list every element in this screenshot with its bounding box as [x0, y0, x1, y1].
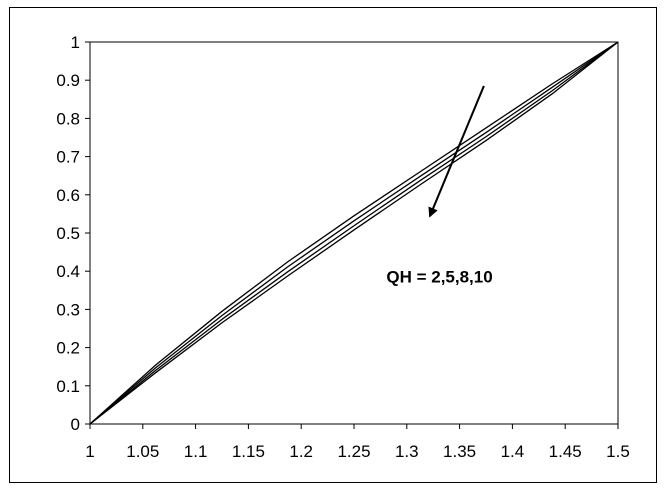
annotation-arrow — [428, 85, 485, 218]
y-tick-label: 0.2 — [56, 339, 80, 358]
x-tick-label: 1.3 — [395, 442, 419, 461]
y-tick-label: 0.3 — [56, 300, 80, 319]
series-line-2 — [89, 41, 619, 425]
x-tick-label: 1.25 — [337, 442, 370, 461]
series-group — [89, 41, 619, 425]
y-tick-label: 0.4 — [56, 262, 80, 281]
x-axis: 1 1.05 1.1 1.15 1.2 1.25 1.3 1.35 1.4 1.45 1.5 — [85, 424, 630, 461]
x-tick-label: 1.5 — [606, 442, 630, 461]
x-tick-label: 1.4 — [501, 442, 525, 461]
x-tick-label: 1.35 — [443, 442, 476, 461]
x-tick-label: 1 — [85, 442, 94, 461]
chart-frame — [9, 7, 657, 483]
y-tick-label: 0.1 — [56, 377, 80, 396]
y-tick-label: 0.7 — [56, 148, 80, 167]
annotation-group: QH = 2,5,8,10 — [386, 85, 493, 287]
x-tick-label: 1.15 — [232, 442, 265, 461]
x-tick-label: 1.45 — [549, 442, 582, 461]
series-line-3 — [89, 41, 619, 425]
series-line-1 — [89, 41, 619, 425]
y-axis: 0 0.1 0.2 0.3 0.4 0.5 0.6 0.7 0.8 0.9 1 — [56, 33, 90, 434]
y-tick-label: 0.6 — [56, 186, 80, 205]
x-tick-label: 1.2 — [289, 442, 313, 461]
y-tick-label: 0.5 — [56, 224, 80, 243]
x-tick-label: 1.1 — [184, 442, 208, 461]
y-tick-label: 0.9 — [56, 71, 80, 90]
x-tick-label: 1.05 — [126, 442, 159, 461]
series-line-4 — [89, 41, 619, 425]
y-tick-label: 1 — [71, 33, 80, 52]
annotation-label: QH = 2,5,8,10 — [386, 268, 492, 287]
y-tick-label: 0 — [71, 415, 80, 434]
y-tick-label: 0.8 — [56, 109, 80, 128]
